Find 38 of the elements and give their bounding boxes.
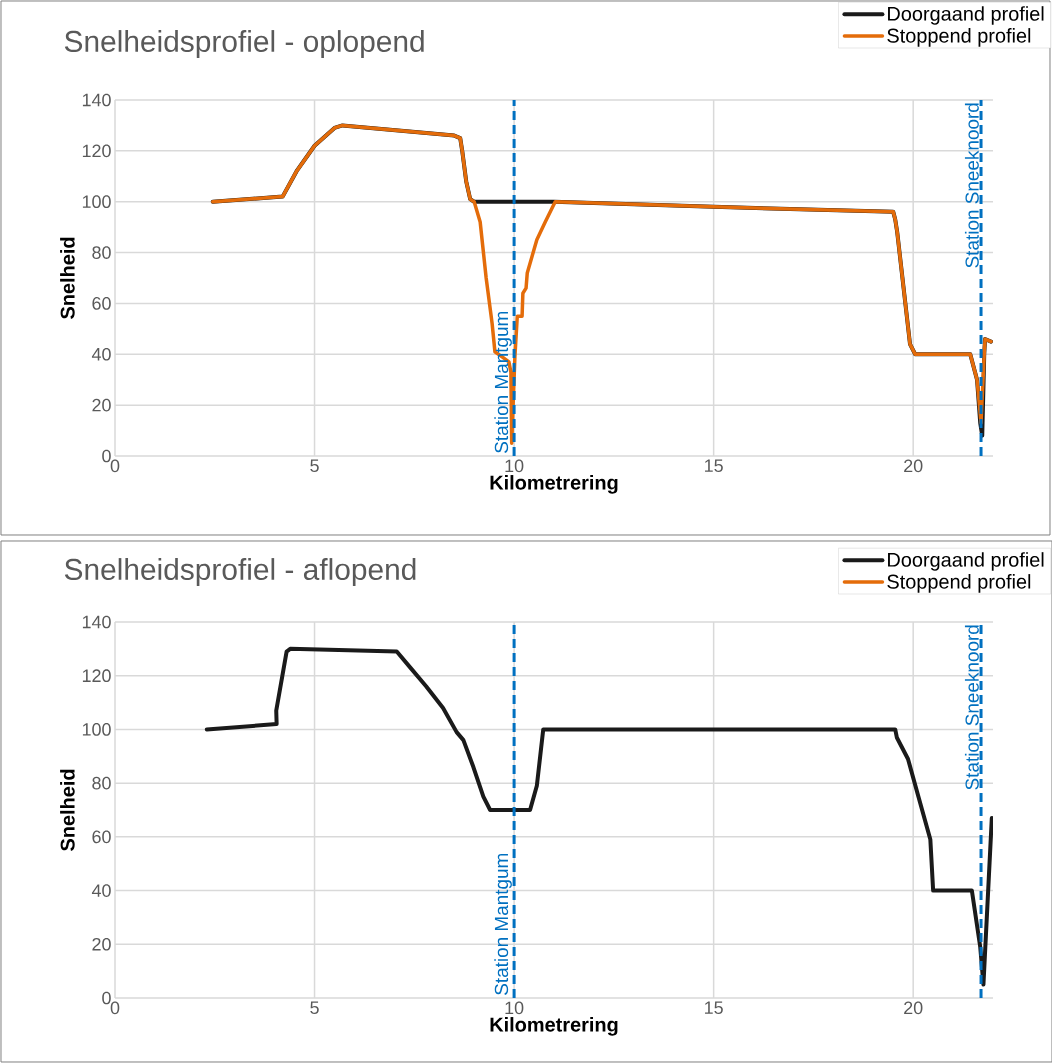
ref-line-label: Station Sneeknoord [964,625,979,790]
x-axis-title: Kilometrering [490,1017,618,1036]
legend-label: Doorgaand profiel [888,552,1044,571]
chart-title: Snelheidsprofiel - oplopend [64,30,424,58]
y-tick-label: 60 [92,297,111,310]
x-tick-label: 20 [904,459,923,473]
y-axis-title: Snelheid [60,769,75,851]
legend-label: Stoppend profiel [887,574,1031,593]
ref-line-label: Station Sneeknoord [964,103,979,268]
y-tick-label: 20 [92,937,111,951]
y-tick-label: 140 [82,615,111,629]
ref-line-label: Station Mantgum [494,311,512,453]
x-tick-label: 5 [310,459,319,473]
y-tick-label: 40 [91,884,111,897]
y-tick-label: 0 [102,449,111,463]
x-tick-label: 10 [505,459,524,473]
x-axis-title: Kilometrering [490,475,618,494]
y-tick-label: 140 [82,93,111,107]
y-tick-label: 120 [82,669,111,683]
y-tick-label: 20 [92,398,111,412]
x-tick-label: 5 [310,1001,319,1015]
y-tick-label: 80 [92,246,111,259]
x-tick-label: 10 [505,1001,524,1015]
legend-label: Doorgaand profiel [888,6,1044,25]
x-tick-label: 15 [705,459,723,473]
ref-line-label: Station Mantgum [494,853,512,995]
y-tick-label: 40 [91,347,111,361]
y-tick-label: 120 [82,144,111,158]
y-tick-label: 60 [92,830,111,844]
y-axis-title: Snelheid [60,237,75,319]
x-tick-label: 20 [904,1001,923,1015]
y-tick-label: 100 [82,723,111,736]
y-tick-label: 100 [82,195,111,209]
y-tick-label: 80 [92,776,111,790]
chart-title: Snelheidsprofiel - aflopend [64,558,416,586]
y-tick-label: 0 [102,991,111,1005]
legend-label: Stoppend profiel [887,28,1031,47]
x-tick-label: 15 [705,1001,723,1015]
